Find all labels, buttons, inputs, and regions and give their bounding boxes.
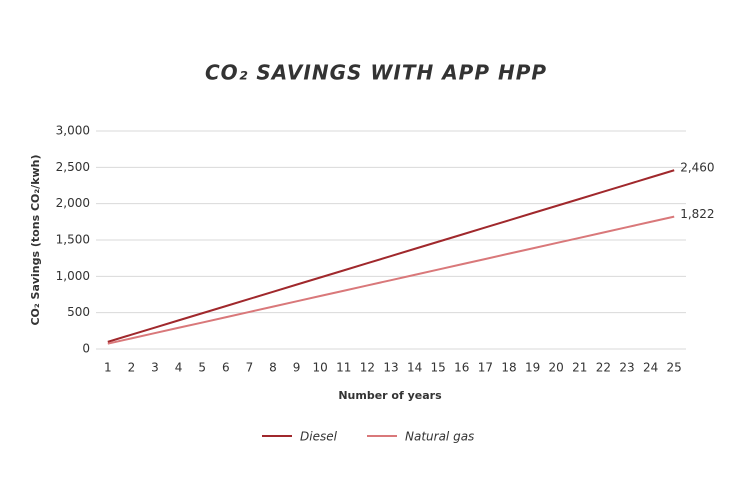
x-tick-label: 10 [313,361,328,375]
x-tick-label: 3 [151,361,159,375]
x-tick-label: 21 [572,361,587,375]
x-tick-label: 22 [596,361,611,375]
x-tick-label: 13 [383,361,398,375]
y-tick-label: 1,500 [56,233,90,247]
x-tick-label: 17 [478,361,493,375]
y-tick-label: 3,000 [56,124,90,138]
y-tick-label: 500 [67,305,90,319]
x-tick-label: 7 [246,361,254,375]
y-tick-label: 2,000 [56,196,90,210]
x-tick-label: 18 [501,361,516,375]
x-tick-label: 11 [336,361,351,375]
x-tick-label: 20 [549,361,564,375]
x-tick-label: 15 [431,361,446,375]
x-tick-label: 6 [222,361,230,375]
y-axis-label: CO₂ Savings (tons CO₂/kwh) [29,154,42,325]
data-line [107,169,675,343]
x-tick-label: 12 [360,361,375,375]
legend-label: Diesel [300,430,338,444]
y-tick-label: 1,000 [56,269,90,283]
x-tick-label: 5 [198,361,206,375]
x-tick-label: 4 [175,361,183,375]
x-tick-label: 16 [454,361,469,375]
x-tick-label: 14 [407,361,422,375]
x-tick-label: 8 [269,361,277,375]
x-tick-label: 19 [525,361,540,375]
x-tick-label: 9 [293,361,301,375]
x-tick-label: 1 [104,361,112,375]
y-tick-label: 2,500 [56,160,90,174]
x-tick-label: 24 [643,361,658,375]
x-axis-label: Number of years [338,389,442,402]
x-tick-label: 2 [128,361,136,375]
legend-label: Natural gas [405,430,474,444]
data-label: 1,822 [680,207,714,221]
y-tick-label: 0 [82,342,90,356]
data-label: 2,460 [680,161,714,175]
data-line [107,215,675,345]
x-tick-label: 25 [667,361,682,375]
chart-title: CO₂ SAVINGS WITH APP HPP [205,61,547,85]
x-tick-label: 23 [619,361,634,375]
